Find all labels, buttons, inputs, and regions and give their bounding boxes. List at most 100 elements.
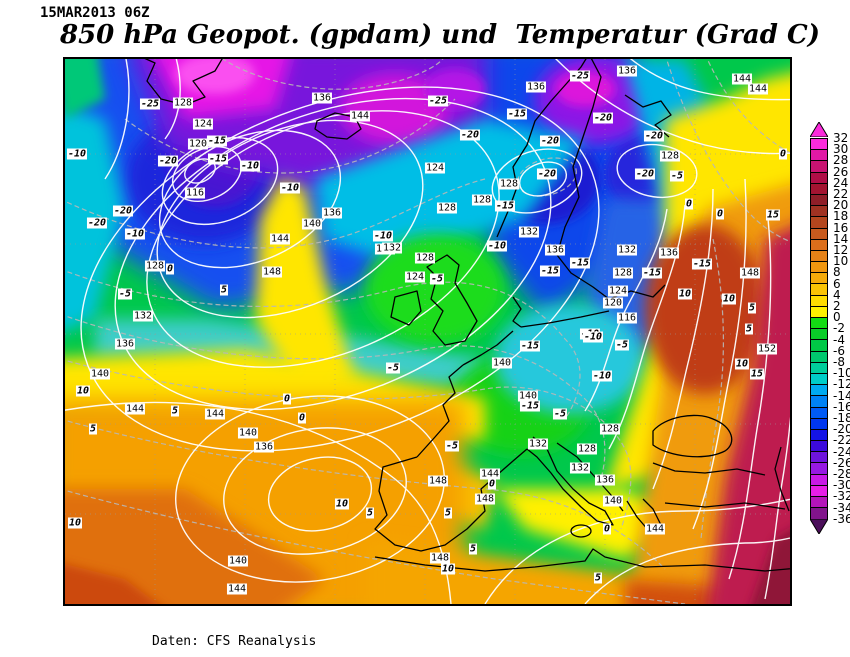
colorbar-segment — [811, 429, 827, 442]
geopotential-label: 136 — [658, 247, 680, 259]
geopotential-label: 128 — [414, 252, 436, 264]
colorbar-arrow-up-icon — [810, 122, 828, 137]
isotherm-label: -25 — [139, 98, 161, 110]
colorbar-segment — [811, 463, 827, 475]
colorbar-segment — [811, 385, 827, 397]
isotherm-label: 15 — [765, 209, 781, 221]
geopotential-label: 128 — [144, 260, 166, 272]
geopotential-label: 144 — [731, 73, 753, 85]
isotherm-label: -5 — [444, 440, 460, 452]
colorbar-tick-label: -18 — [833, 411, 850, 425]
colorbar-segment — [811, 452, 827, 464]
isotherm-label: 10 — [75, 385, 91, 397]
isotherm-label: -25 — [569, 70, 591, 82]
geopotential-label: 136 — [544, 244, 566, 256]
colorbar-segment — [811, 407, 827, 419]
colorbar-tick-label: -30 — [833, 478, 850, 493]
colorbar-tick-label: -32 — [833, 489, 850, 504]
temperature-field-svg — [65, 59, 790, 604]
geopotential-label: 136 — [321, 207, 343, 219]
geopotential-label: 136 — [311, 92, 333, 104]
geopotential-label: 132 — [569, 462, 591, 474]
isotherm-label: 0 — [297, 412, 307, 424]
colorbar-segment — [811, 284, 827, 296]
isotherm-label: -15 — [519, 340, 541, 352]
colorbar-segment — [811, 497, 827, 509]
isotherm-label: 5 — [443, 507, 453, 519]
colorbar-tick-label: 6 — [833, 276, 841, 291]
colorbar-tick-label: -28 — [833, 467, 850, 481]
isotherm-label: -25 — [427, 95, 449, 107]
geopotential-label: 132 — [381, 242, 403, 254]
colorbar-tick-label: 32 — [833, 131, 849, 145]
valid-datetime: 15MAR2013 06Z — [40, 5, 150, 21]
isotherm-label: -15 — [494, 200, 516, 212]
colorbar-tick-label: -24 — [833, 444, 850, 459]
colorbar-arrow-down-icon — [810, 519, 828, 534]
colorbar-tick-label: 16 — [833, 220, 849, 235]
geopotential-label: 144 — [269, 233, 291, 245]
colorbar-segment — [811, 441, 827, 453]
page-title: 850 hPa Geopot. (gpdam) und Temperatur (… — [60, 20, 820, 50]
footer-credits: Daten: CFS Reanalysis (C) Wetterzentrale… — [152, 604, 316, 657]
geopotential-label: 128 — [436, 202, 458, 214]
isotherm-label: -15 — [691, 258, 713, 270]
colorbar-tick-label: -20 — [833, 422, 850, 437]
colorbar-tick-label: 0 — [833, 310, 841, 325]
isotherm-label: 5 — [170, 405, 180, 417]
geopotential-label: 136 — [114, 338, 136, 350]
colorbar-tick-label: -26 — [833, 455, 850, 470]
geopotential-label: 144 — [124, 403, 146, 415]
geopotential-label: 128 — [612, 267, 634, 279]
weather-map: 1281241201161361441361401441321281481321… — [63, 57, 792, 606]
colorbar-tick-label: 2 — [833, 299, 841, 313]
colorbar-tick-label: 14 — [833, 231, 849, 246]
isotherm-label: 10 — [677, 288, 693, 300]
colorbar-segment — [811, 340, 827, 352]
geopotential-label: 124 — [192, 118, 214, 130]
isotherm-label: 5 — [219, 284, 229, 296]
isotherm-label: 5 — [747, 302, 757, 314]
colorbar-segment — [811, 396, 827, 408]
isotherm-label: -10 — [486, 240, 508, 252]
colorbar-segments — [810, 138, 828, 521]
colorbar-segment — [811, 474, 827, 486]
colorbar-tick-label: -36 — [833, 511, 850, 526]
isotherm-label: -20 — [86, 217, 108, 229]
geopotential-label: 124 — [424, 162, 446, 174]
isotherm-label: -15 — [539, 265, 561, 277]
isotherm-label: -15 — [641, 267, 663, 279]
isotherm-label: -5 — [117, 288, 133, 300]
colorbar-tick-label: -6 — [833, 343, 845, 358]
isotherm-label: 10 — [734, 358, 750, 370]
colorbar-tick-label: 26 — [833, 164, 849, 179]
geopotential-label: 128 — [659, 150, 681, 162]
isotherm-label: 10 — [67, 517, 83, 529]
colorbar-segment — [811, 418, 827, 430]
temperature-field — [65, 59, 790, 604]
colorbar-tick-label: 20 — [833, 198, 849, 213]
isotherm-label: 0 — [602, 523, 612, 535]
geopotential-contours — [65, 59, 790, 604]
colorbar-tick-label: -2 — [833, 321, 845, 336]
isotherm-label: 5 — [88, 423, 98, 435]
isotherm-label: -15 — [569, 257, 591, 269]
geopotential-label: 132 — [527, 438, 549, 450]
colorbar-segment — [811, 318, 827, 330]
geopotential-label: 136 — [525, 81, 547, 93]
colorbar-segment — [811, 228, 827, 240]
colorbar-tick-label: 12 — [833, 243, 849, 257]
colorbar-tick-label: 10 — [833, 254, 849, 269]
isotherm-label: -10 — [372, 230, 394, 242]
colorbar-tick-label: 4 — [833, 287, 841, 302]
geopotential-label: 148 — [739, 267, 761, 279]
geopotential-label: 144 — [204, 408, 226, 420]
isotherm-label: -15 — [506, 108, 528, 120]
colorbar-segment — [811, 239, 827, 251]
colorbar-tick-label: -14 — [833, 388, 850, 403]
isotherm-label: -10 — [591, 370, 613, 382]
isotherm-label: 0 — [487, 478, 497, 490]
colorbar-tick-label: -10 — [833, 366, 850, 381]
geopotential-label: 132 — [518, 226, 540, 238]
